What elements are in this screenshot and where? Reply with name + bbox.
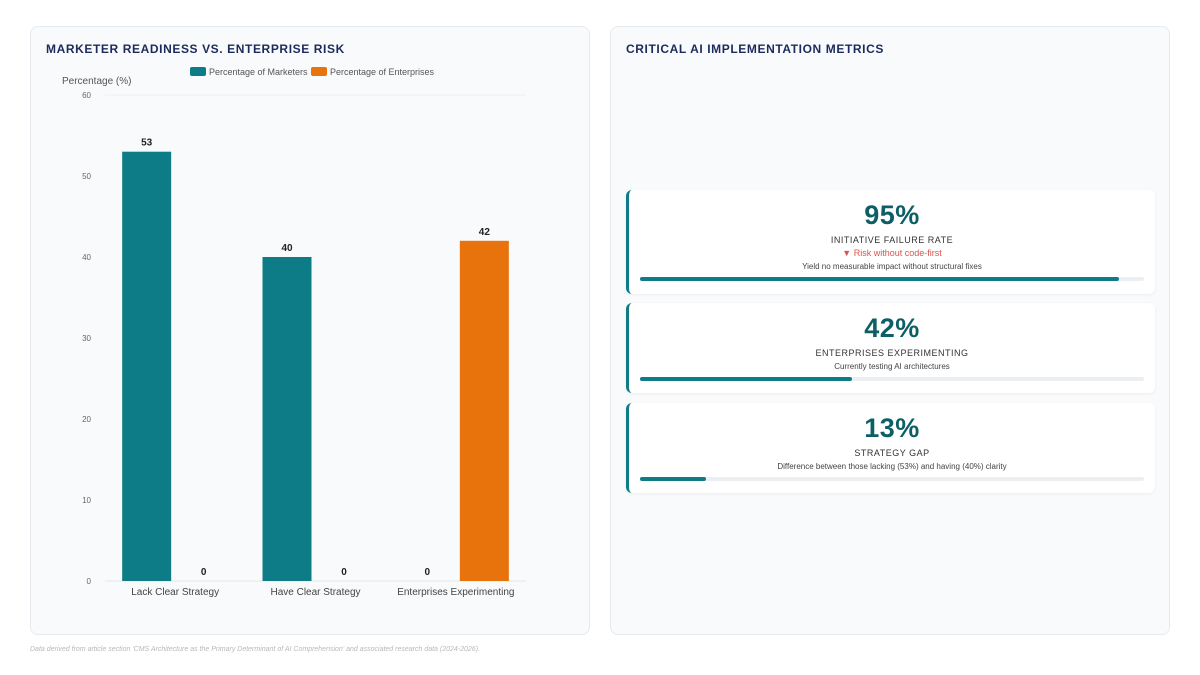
bar-value-label: 0 xyxy=(201,567,207,578)
metric-label: INITIATIVE FAILURE RATE xyxy=(830,235,954,245)
bar-value-label: 42 xyxy=(479,227,491,238)
metric-value: 95% xyxy=(864,200,920,230)
metric-description: Yield no measurable impact without struc… xyxy=(802,262,982,271)
legend-swatch xyxy=(190,67,206,76)
y-tick-label: 60 xyxy=(82,91,91,100)
metric-progress-fill xyxy=(640,377,852,381)
metric-description: Currently testing AI architectures xyxy=(834,362,950,371)
legend-swatch xyxy=(311,67,327,76)
metric-label: ENTERPRISES EXPERIMENTING xyxy=(815,348,969,358)
y-tick-label: 30 xyxy=(82,334,91,343)
bar-value-label: 0 xyxy=(425,567,431,578)
footnote: Data derived from article section 'CMS A… xyxy=(30,646,480,653)
metric-card-enterprises-experimenting: 42% ENTERPRISES EXPERIMENTING Currently … xyxy=(626,303,1155,393)
bar-value-label: 0 xyxy=(341,567,347,578)
metric-value: 13% xyxy=(864,413,920,443)
y-tick-label: 50 xyxy=(82,172,91,181)
metric-progress-track xyxy=(640,377,1144,381)
bar-value-label: 40 xyxy=(281,243,293,254)
metric-description: Difference between those lacking (53%) a… xyxy=(777,462,1007,471)
bar xyxy=(122,151,172,581)
bar xyxy=(262,257,312,581)
x-tick-label: Lack Clear Strategy xyxy=(131,587,219,598)
metric-card-failure-rate: 95% INITIATIVE FAILURE RATE ▼ Risk witho… xyxy=(626,190,1155,294)
bar xyxy=(459,240,509,582)
metric-progress-track xyxy=(640,477,1144,481)
bar-value-label: 53 xyxy=(141,138,153,149)
legend-label: Percentage of Enterprises xyxy=(330,67,435,77)
metric-card-strategy-gap: 13% STRATEGY GAP Difference between thos… xyxy=(626,403,1155,493)
y-tick-label: 20 xyxy=(82,415,91,424)
metric-risk-note: ▼ Risk without code-first xyxy=(842,248,942,258)
y-tick-label: 10 xyxy=(82,496,91,505)
metric-value: 42% xyxy=(864,313,920,343)
x-tick-label: Have Clear Strategy xyxy=(270,587,360,598)
y-tick-label: 40 xyxy=(82,253,91,262)
chart-title: MARKETER READINESS VS. ENTERPRISE RISK xyxy=(46,42,345,56)
x-tick-label: Enterprises Experimenting xyxy=(397,587,514,598)
chart-panel: Percentage (%) 0 10 20 30 40 50 60 53 0 Lack Clear… xyxy=(30,26,590,635)
metrics-panel: CRITICAL AI IMPLEMENTATION METRICS 95% I… xyxy=(610,26,1170,635)
legend-label: Percentage of Marketers xyxy=(209,67,308,77)
metric-progress-fill xyxy=(640,477,706,481)
metric-progress-track xyxy=(640,277,1144,281)
metric-label: STRATEGY GAP xyxy=(854,448,930,458)
metrics-title: CRITICAL AI IMPLEMENTATION METRICS xyxy=(626,42,884,56)
y-axis-label: Percentage (%) xyxy=(62,76,131,87)
metric-progress-fill xyxy=(640,277,1119,281)
bar-chart: Percentage (%) 0 10 20 30 40 50 60 53 0 Lack Clear… xyxy=(62,67,526,598)
y-tick-label: 0 xyxy=(87,577,92,586)
